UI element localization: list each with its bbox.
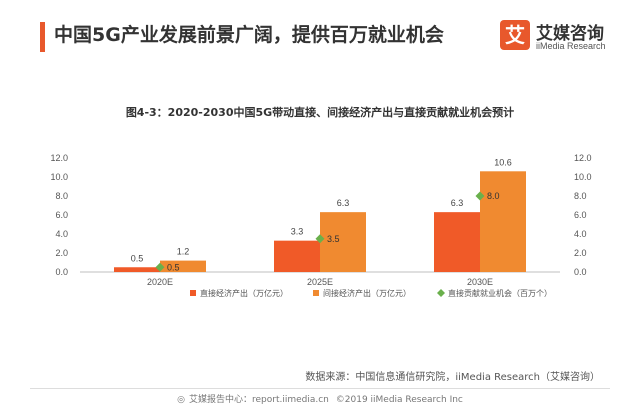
y-tick-label: 0.0 [55, 267, 68, 277]
bar-data-label: 1.2 [177, 247, 190, 257]
data-source: 数据来源：中国信息通信研究院，iiMedia Research（艾媒咨询） [305, 372, 600, 383]
y2-tick-label: 8.0 [574, 191, 587, 201]
bar-indirect-2020E [160, 260, 206, 272]
footer: ◎ 艾媒报告中心：report.iimedia.cn ©2019 iiMedia … [0, 392, 640, 405]
bar-direct-2025E [274, 240, 320, 272]
y-tick-label: 4.0 [55, 229, 68, 239]
bar-data-label: 3.3 [291, 227, 304, 237]
legend-label: 间接经济产出（万亿元） [323, 288, 411, 298]
footer-report-center: 艾媒报告中心：report.iimedia.cn [188, 395, 329, 405]
y-tick-label: 10.0 [50, 172, 68, 182]
bar-data-label: 10.6 [494, 157, 512, 167]
footer-divider [30, 388, 610, 389]
marker-data-label: 8.0 [487, 191, 500, 201]
bar-data-label: 0.5 [131, 253, 144, 263]
y-tick-label: 6.0 [55, 210, 68, 220]
header-accent-bar [40, 22, 45, 52]
y2-tick-label: 6.0 [574, 210, 587, 220]
y2-tick-label: 4.0 [574, 229, 587, 239]
y-tick-label: 8.0 [55, 191, 68, 201]
bar-direct-2020E [114, 267, 160, 272]
marker-2025E [315, 234, 325, 244]
x-tick-label: 2025E [307, 277, 333, 287]
bar-data-label: 6.3 [451, 198, 464, 208]
legend-label: 直接经济产出（万亿元） [200, 288, 288, 298]
footer-copyright: ©2019 iiMedia Research Inc [335, 395, 463, 405]
y-tick-label: 2.0 [55, 248, 68, 258]
bar-data-label: 6.3 [337, 198, 350, 208]
x-tick-label: 2030E [467, 277, 493, 287]
bar-direct-2030E [434, 212, 480, 272]
y-tick-label: 12.0 [50, 153, 68, 163]
legend-marker [437, 289, 445, 297]
x-tick-label: 2020E [147, 277, 173, 287]
legend-label: 直接贡献就业机会（百万个） [448, 288, 552, 298]
logo-icon: 艾 [500, 20, 530, 50]
marker-data-label: 0.5 [167, 262, 180, 272]
y2-tick-label: 0.0 [574, 267, 587, 277]
bar-indirect-2030E [480, 171, 526, 272]
chart-title: 图4-3：2020-2030中国5G带动直接、间接经济产出与直接贡献就业机会预计 [125, 106, 515, 119]
marker-2020E [155, 262, 165, 272]
iimedia-logo: 艾 艾媒咨询 iiMedia Research [500, 17, 625, 57]
marker-2030E [475, 191, 485, 201]
legend-swatch [190, 290, 196, 296]
y2-tick-label: 12.0 [574, 153, 592, 163]
y2-tick-label: 10.0 [574, 172, 592, 182]
logo-name-cn: 艾媒咨询 [536, 24, 604, 44]
marker-data-label: 3.5 [327, 234, 340, 244]
logo-name-en: iiMedia Research [536, 41, 606, 51]
footer-icon: ◎ [177, 395, 185, 405]
legend-swatch [313, 290, 319, 296]
bar-indirect-2025E [320, 212, 366, 272]
page-title: 中国5G产业发展前景广阔，提供百万就业机会 [54, 24, 444, 46]
y2-tick-label: 2.0 [574, 248, 587, 258]
